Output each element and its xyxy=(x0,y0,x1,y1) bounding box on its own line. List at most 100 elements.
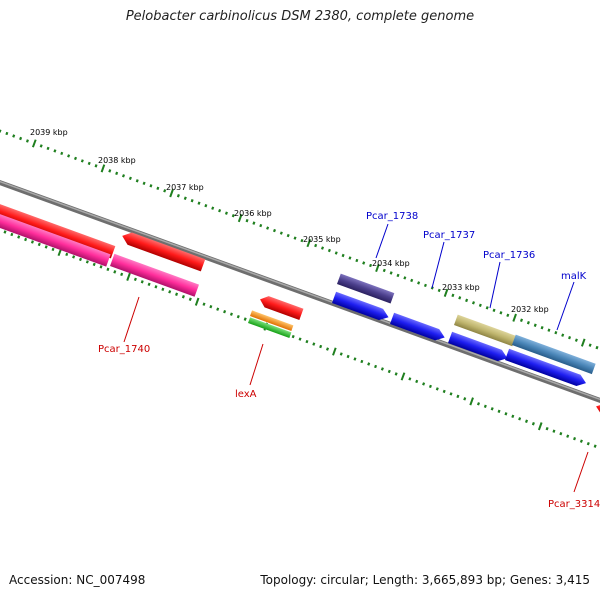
lower-scale-tick xyxy=(236,315,240,319)
lower-scale-tick xyxy=(72,255,76,259)
gene-lexA[interactable] xyxy=(250,310,294,332)
leader-Pcar_1740 xyxy=(123,296,140,343)
lower-scale-tick xyxy=(3,230,7,234)
upper-scale-tick xyxy=(533,323,537,327)
upper-scale-tick xyxy=(0,129,2,133)
scale-label-2037: 2037 kbp xyxy=(166,183,204,192)
label-lexA[interactable]: lexA xyxy=(235,389,257,400)
lower-scale-tick xyxy=(537,422,543,431)
scale-label-2036: 2036 kbp xyxy=(234,209,272,218)
upper-scale-tick xyxy=(540,326,544,330)
upper-scale-tick xyxy=(554,331,558,335)
label-Pcar_1737[interactable]: Pcar_1737 xyxy=(423,230,475,241)
gene-green[interactable] xyxy=(248,317,292,339)
upper-scale-tick xyxy=(80,159,84,163)
upper-scale-tick xyxy=(595,345,599,350)
lower-scale-tick xyxy=(65,252,69,257)
upper-scale-tick xyxy=(128,176,132,180)
lower-scale-tick xyxy=(456,394,460,399)
lower-scale-tick xyxy=(518,417,522,421)
upper-scale-tick xyxy=(211,206,215,210)
lower-scale-tick xyxy=(30,240,34,244)
lower-scale-tick xyxy=(202,302,206,306)
gene-Pcar_1736[interactable] xyxy=(454,314,517,347)
lower-scale-tick xyxy=(394,372,398,376)
label-malK[interactable]: malK xyxy=(561,271,587,282)
lower-scale-tick xyxy=(243,317,247,321)
scale-label-2034: 2034 kbp xyxy=(372,259,410,268)
lower-scale-tick xyxy=(400,372,406,381)
lower-scale-tick xyxy=(305,339,309,344)
lower-scale-tick xyxy=(168,290,172,294)
gene-pink-segment[interactable] xyxy=(110,253,200,297)
upper-scale-tick xyxy=(279,231,283,235)
upper-scale-tick xyxy=(580,338,586,347)
lower-scale-tick xyxy=(99,265,103,269)
lower-scale-tick xyxy=(332,347,337,356)
upper-scale-tick xyxy=(224,211,228,215)
lower-scale-tick xyxy=(175,292,179,296)
gene-Pcar_1740[interactable] xyxy=(0,208,111,267)
lower-scale-tick xyxy=(476,402,481,406)
lower-scale-tick xyxy=(449,392,453,396)
upper-scale-tick xyxy=(156,186,160,190)
upper-scale-tick xyxy=(53,149,57,153)
lower-scale-tick xyxy=(339,352,343,356)
lower-scale-tick xyxy=(92,262,96,267)
lower-scale-tick xyxy=(147,282,151,286)
map-title: Pelobacter carbinolicus DSM 2380, comple… xyxy=(125,9,475,24)
upper-scale-tick xyxy=(443,288,449,297)
lower-scale-tick xyxy=(194,297,200,306)
upper-scale-tick xyxy=(286,233,290,238)
gene-malK[interactable] xyxy=(512,334,596,375)
upper-scale-tick xyxy=(465,298,469,303)
lower-scale-tick xyxy=(367,362,371,366)
gene-red-long[interactable] xyxy=(0,198,116,259)
lower-scale-tick xyxy=(229,312,233,316)
leader-malK xyxy=(556,281,575,331)
upper-scale-tick xyxy=(39,144,43,148)
label-Pcar_1736[interactable]: Pcar_1736 xyxy=(483,250,535,261)
gene-red-arrow-reverse[interactable] xyxy=(120,230,206,272)
upper-scale-tick xyxy=(218,209,222,213)
upper-scale-tick xyxy=(348,256,352,260)
gene-blue-4[interactable] xyxy=(505,348,588,389)
upper-scale-tick xyxy=(115,171,119,176)
gene-blue-1[interactable] xyxy=(332,291,391,323)
lower-scale-tick xyxy=(319,344,323,349)
scale-label-2035: 2035 kbp xyxy=(303,235,341,244)
lower-scale-tick xyxy=(216,307,220,311)
label-Pcar_1740[interactable]: Pcar_1740 xyxy=(98,344,150,355)
lower-scale-tick xyxy=(126,272,131,281)
upper-scale-tick xyxy=(403,276,407,280)
gene-red-short[interactable] xyxy=(258,294,304,321)
lower-scale-tick xyxy=(504,412,508,416)
upper-scale-tick xyxy=(12,134,16,138)
gene-blue-3[interactable] xyxy=(448,331,509,364)
label-Pcar_1738[interactable]: Pcar_1738 xyxy=(366,211,418,222)
upper-scale-tick xyxy=(169,189,174,198)
upper-scale-tick xyxy=(320,246,325,250)
gene-Pcar_1738[interactable] xyxy=(337,273,395,304)
leader-Pcar_1736 xyxy=(489,261,501,309)
upper-scale-tick xyxy=(300,238,304,243)
lower-scale-tick xyxy=(291,334,295,339)
lower-scale-tick xyxy=(566,434,570,438)
upper-scale-tick xyxy=(5,131,9,136)
gene-Pcar_3314[interactable] xyxy=(594,401,600,423)
upper-scale-tick xyxy=(492,308,496,312)
label-Pcar_3314[interactable]: Pcar_3314 xyxy=(548,499,600,510)
upper-scale-tick xyxy=(60,151,64,156)
leader-Pcar_1737 xyxy=(431,241,445,289)
lower-scale-tick xyxy=(559,432,563,436)
upper-scale-tick xyxy=(190,199,194,203)
lower-scale-tick xyxy=(552,429,556,433)
lower-scale-tick xyxy=(524,419,529,423)
gene-Pcar_1737[interactable] xyxy=(390,312,447,343)
upper-scale-tick xyxy=(94,164,98,168)
upper-scale-tick xyxy=(485,306,489,310)
upper-scale-tick xyxy=(252,221,256,225)
upper-scale-tick xyxy=(526,321,530,325)
lower-scale-tick xyxy=(531,422,535,426)
